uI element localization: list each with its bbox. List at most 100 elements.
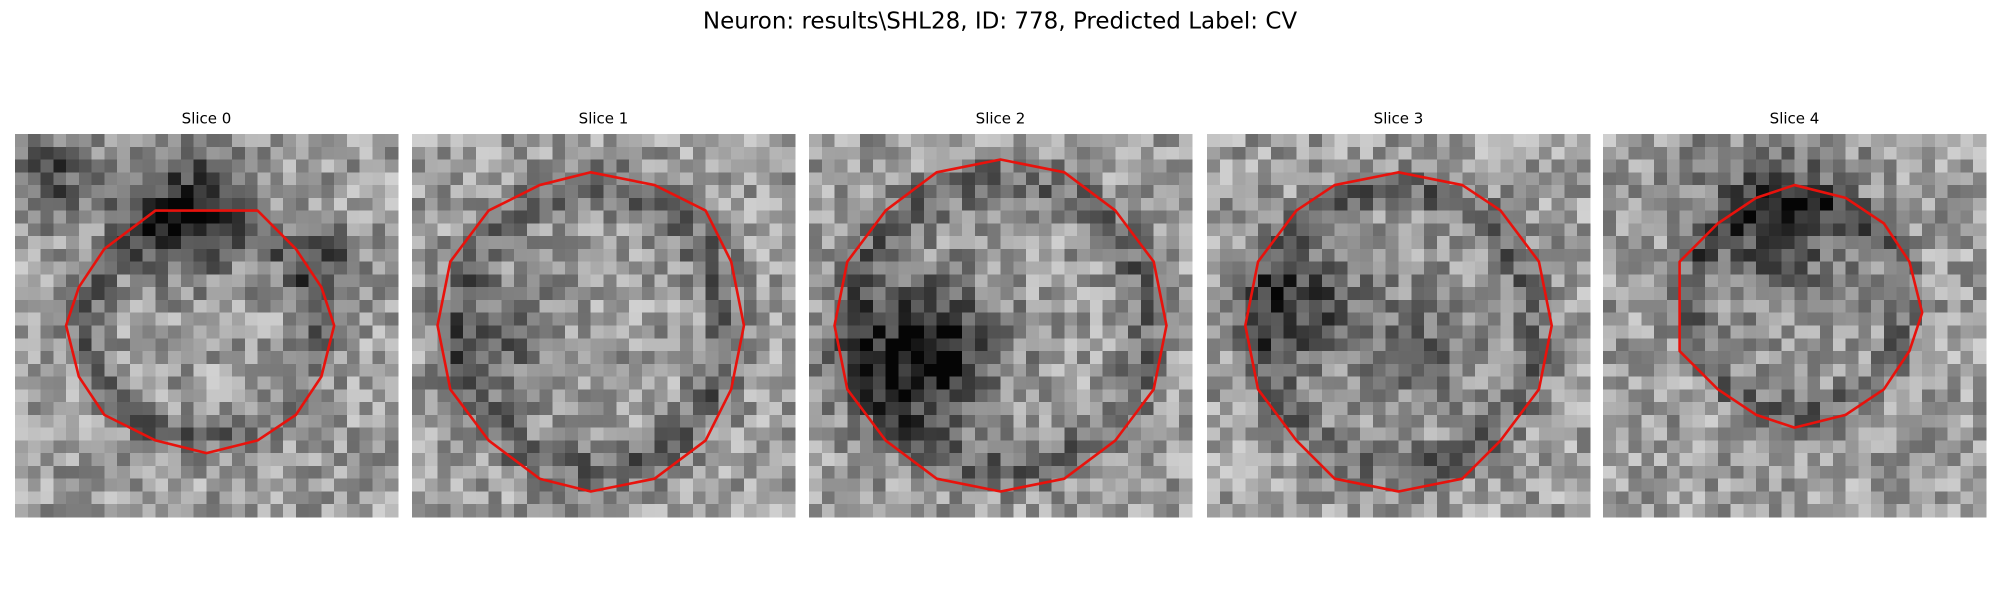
- pixel: [1334, 376, 1349, 390]
- pixel: [1462, 172, 1476, 186]
- pixel: [1270, 185, 1285, 199]
- pixel: [295, 274, 310, 288]
- pixel: [629, 414, 643, 429]
- pixel: [1717, 414, 1732, 429]
- pixel: [1500, 159, 1514, 173]
- pixel: [1896, 299, 1910, 314]
- pixel: [1385, 287, 1400, 301]
- pixel: [1871, 402, 1885, 416]
- pixel: [334, 402, 348, 416]
- pixel: [565, 248, 579, 263]
- pixel: [809, 325, 823, 339]
- pixel: [1296, 248, 1310, 263]
- pixel: [1947, 159, 1962, 173]
- pixel: [180, 478, 195, 493]
- pixel: [1360, 274, 1374, 288]
- pixel: [1768, 376, 1783, 390]
- pixel: [1756, 236, 1770, 250]
- pixel: [860, 376, 874, 390]
- pixel: [104, 389, 118, 403]
- pixel: [987, 312, 1002, 327]
- pixel: [104, 274, 118, 288]
- pixel: [1883, 453, 1898, 467]
- pixel: [168, 159, 182, 173]
- pixel: [1424, 261, 1438, 276]
- pixel: [1603, 299, 1617, 314]
- pixel: [1781, 223, 1796, 237]
- pixel: [412, 248, 426, 263]
- pixel: [475, 159, 490, 173]
- pixel: [1743, 146, 1757, 161]
- pixel: [577, 338, 592, 352]
- pixel: [667, 402, 681, 416]
- pixel: [1258, 465, 1272, 480]
- pixel: [1102, 261, 1116, 276]
- pixel: [1321, 197, 1336, 212]
- pixel: [283, 312, 297, 327]
- pixel: [680, 351, 694, 365]
- pixel: [1526, 185, 1540, 199]
- pixel: [1000, 172, 1014, 186]
- pixel: [1089, 274, 1104, 288]
- pixel: [1232, 185, 1246, 199]
- pixel: [1424, 274, 1438, 288]
- pixel: [654, 146, 668, 161]
- pixel: [1832, 478, 1847, 493]
- pixel: [1641, 376, 1655, 390]
- pixel: [539, 159, 554, 173]
- pixel: [809, 338, 823, 352]
- pixel: [1692, 453, 1706, 467]
- pixel: [1654, 427, 1668, 441]
- pixel: [104, 223, 118, 237]
- pixel: [743, 465, 758, 480]
- pixel: [450, 159, 464, 173]
- pixel: [872, 351, 887, 365]
- pixel: [1654, 159, 1668, 173]
- pixel: [1026, 223, 1040, 237]
- pixel: [1128, 478, 1142, 493]
- pixel: [155, 478, 169, 493]
- pixel: [923, 134, 938, 148]
- pixel: [1845, 146, 1859, 161]
- pixel: [847, 134, 861, 148]
- panel-label: Slice 0: [182, 110, 232, 128]
- pixel: [834, 172, 848, 186]
- pixel: [501, 389, 515, 403]
- pixel: [232, 287, 246, 301]
- pixel: [117, 197, 131, 212]
- pixel: [603, 389, 617, 403]
- pixel: [232, 159, 246, 173]
- pixel: [283, 440, 297, 454]
- pixel: [936, 236, 951, 250]
- pixel: [334, 453, 348, 467]
- pixel: [1411, 197, 1425, 212]
- pixel: [1296, 146, 1310, 161]
- pixel: [334, 274, 348, 288]
- pixel: [1013, 338, 1027, 352]
- pixel: [475, 248, 490, 263]
- pixel: [1270, 453, 1285, 467]
- pixel: [66, 453, 80, 467]
- pixel: [1296, 427, 1310, 441]
- pixel: [1717, 325, 1732, 339]
- pixel: [616, 427, 630, 441]
- pixel: [1551, 312, 1566, 327]
- pixel: [872, 402, 887, 416]
- pixel: [1462, 351, 1476, 365]
- pixel: [1089, 134, 1104, 148]
- pixel: [193, 427, 208, 441]
- pixel: [270, 504, 284, 518]
- pixel: [1334, 134, 1349, 148]
- pixel: [412, 172, 426, 186]
- pixel: [1038, 325, 1053, 339]
- pixel: [1372, 287, 1387, 301]
- pixel: [1219, 427, 1234, 441]
- pixel: [1089, 491, 1104, 505]
- pixel: [756, 287, 771, 301]
- pixel: [898, 312, 912, 327]
- pixel: [1922, 504, 1936, 518]
- pixel: [463, 146, 477, 161]
- pixel: [1077, 351, 1091, 365]
- pixel: [1051, 453, 1065, 467]
- pixel: [412, 236, 426, 250]
